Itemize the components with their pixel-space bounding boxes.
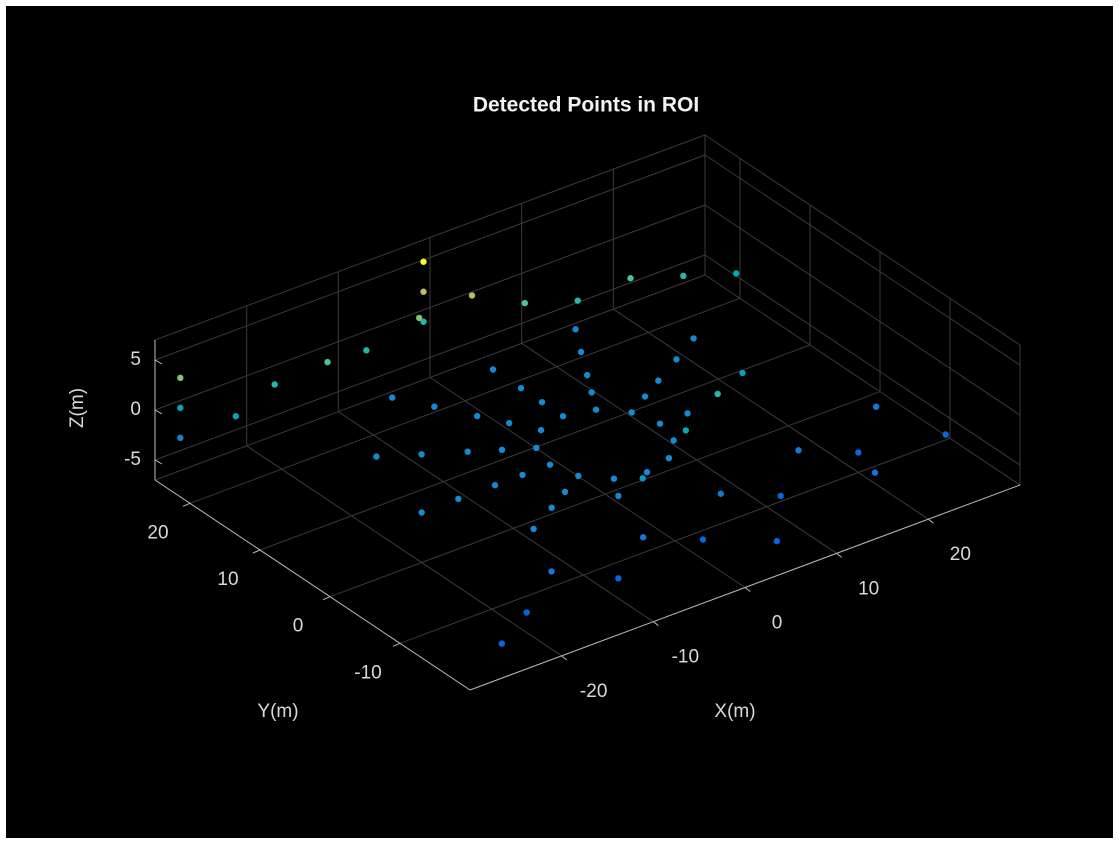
point	[615, 493, 621, 499]
x-tick-label: 20	[950, 544, 971, 565]
point	[420, 319, 426, 325]
point	[492, 482, 498, 488]
point	[389, 394, 395, 400]
point	[611, 475, 617, 481]
point	[363, 347, 369, 353]
point	[518, 385, 524, 391]
point	[777, 493, 783, 499]
z-tick-label: 0	[130, 399, 141, 420]
point	[574, 297, 580, 303]
point	[739, 370, 745, 376]
point	[548, 568, 554, 574]
x-tick-label: -10	[672, 647, 699, 668]
point	[420, 289, 426, 295]
point	[628, 409, 634, 415]
point	[523, 609, 529, 615]
point	[795, 447, 801, 453]
point	[177, 405, 183, 411]
point	[490, 366, 496, 372]
y-tick-label: -10	[354, 662, 381, 683]
point	[615, 575, 621, 581]
point	[420, 259, 426, 265]
point	[680, 273, 686, 279]
point	[533, 445, 539, 451]
point	[575, 473, 581, 479]
point	[855, 449, 861, 455]
z-axis-label: Z(m)	[67, 388, 88, 428]
point	[177, 435, 183, 441]
point	[538, 427, 544, 433]
point	[714, 391, 720, 397]
point	[640, 534, 646, 540]
x-tick-label: 10	[858, 578, 879, 599]
z-tick-label: -5	[124, 449, 141, 470]
point	[499, 640, 505, 646]
point	[578, 349, 584, 355]
point	[373, 453, 379, 459]
point	[233, 413, 239, 419]
point	[271, 381, 277, 387]
point	[718, 491, 724, 497]
point	[562, 489, 568, 495]
point	[469, 292, 475, 298]
point	[872, 469, 878, 475]
point	[464, 449, 470, 455]
point	[700, 536, 706, 542]
y-tick-label: 20	[147, 522, 168, 543]
point	[644, 469, 650, 475]
point	[666, 455, 672, 461]
point	[627, 275, 633, 281]
point	[683, 427, 689, 433]
point	[588, 389, 594, 395]
chart: Detected Points in ROI X(m) Y(m) Z(m) -2…	[0, 0, 1119, 844]
point	[670, 437, 676, 443]
point	[455, 496, 461, 502]
point	[560, 413, 566, 419]
point	[418, 509, 424, 515]
page: Detected Points in ROI X(m) Y(m) Z(m) -2…	[0, 0, 1119, 844]
point	[547, 461, 553, 467]
point	[431, 403, 437, 409]
x-tick-label: 0	[772, 613, 783, 634]
point	[657, 420, 663, 426]
point	[519, 472, 525, 478]
point	[499, 447, 505, 453]
point	[655, 377, 661, 383]
point	[733, 270, 739, 276]
point	[942, 431, 948, 437]
point	[506, 420, 512, 426]
point	[539, 399, 545, 405]
point	[418, 451, 424, 457]
point	[684, 410, 690, 416]
point	[522, 300, 528, 306]
point	[774, 538, 780, 544]
chart-title: Detected Points in ROI	[473, 94, 699, 117]
figure-background	[6, 6, 1113, 838]
y-axis-label: Y(m)	[257, 701, 298, 722]
point	[530, 526, 536, 532]
point	[177, 375, 183, 381]
y-tick-label: 10	[217, 569, 238, 590]
z-tick-label: 5	[130, 349, 141, 370]
x-axis-label: X(m)	[714, 701, 755, 722]
point	[584, 372, 590, 378]
point	[673, 356, 679, 362]
point	[324, 359, 330, 365]
point	[642, 393, 648, 399]
point	[572, 326, 578, 332]
x-tick-label: -20	[580, 681, 607, 702]
point	[639, 475, 645, 481]
point	[593, 406, 599, 412]
y-tick-label: 0	[293, 616, 304, 637]
point	[548, 505, 554, 511]
point	[873, 404, 879, 410]
point	[474, 413, 480, 419]
point	[690, 335, 696, 341]
